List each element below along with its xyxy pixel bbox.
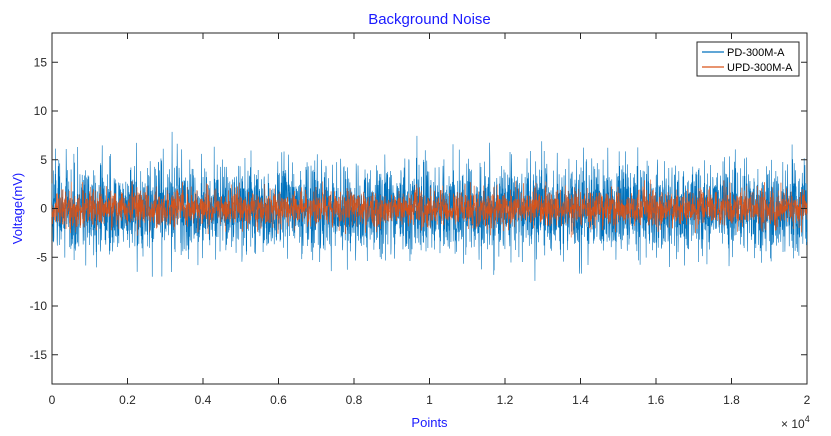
legend: PD-300M-A UPD-300M-A [696,41,800,77]
x-tick-label: 1.2 [497,393,514,407]
x-axis-label: Points [411,415,448,430]
x-tick-label: 1.8 [723,393,740,407]
legend-entry-upd-300m-a: UPD-300M-A [727,62,793,74]
y-tick-label: -10 [30,299,48,313]
y-tick-label: 5 [40,153,47,167]
y-tick-label: 15 [34,55,48,69]
y-tick-label: 0 [40,202,47,216]
y-tick-label: -15 [30,348,48,362]
x-tick-label: 1 [426,393,433,407]
series-layer [51,131,808,281]
x-axis: 0 0.2 0.4 0.6 0.8 1 1.2 1.4 1.6 1.8 2 [49,33,811,407]
x-tick-label: 1.6 [648,393,665,407]
chart-title: Background Noise [368,11,491,28]
series-line-pd-300m-a [51,131,808,281]
x-tick-label: 0.2 [119,393,136,407]
x-tick-label: 0.4 [195,393,212,407]
x-axis-exponent-power: 4 [805,414,810,424]
x-axis-exponent: × 104 [781,414,810,431]
x-tick-label: 1.4 [572,393,589,407]
x-tick-label: 2 [804,393,811,407]
y-tick-label: -5 [36,250,47,264]
x-axis-exponent-base: × 10 [781,417,805,431]
x-tick-label: 0 [49,393,56,407]
y-axis: -15 -10 -5 0 5 10 15 [30,55,807,362]
legend-entry-pd-300m-a: PD-300M-A [727,47,785,59]
legend-box [696,41,800,77]
x-tick-label: 0.6 [270,393,287,407]
y-tick-label: 10 [34,104,48,118]
series-line-upd-300m-a [51,179,808,238]
y-axis-label: Voltage(mV) [10,173,25,245]
x-tick-label: 0.8 [346,393,363,407]
